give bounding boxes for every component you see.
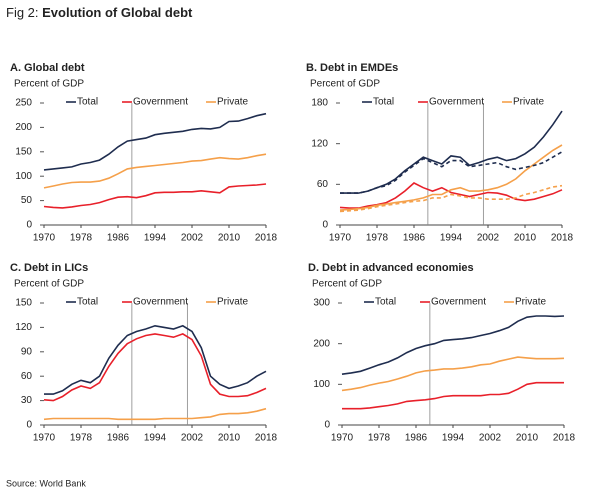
series-line <box>43 153 267 189</box>
x-tick-label: 2010 <box>514 233 537 244</box>
y-axis-label: Percent of GDP <box>14 79 84 90</box>
legend-label: Private <box>513 97 545 108</box>
legend-label: Government <box>431 297 486 308</box>
x-tick-label: 1986 <box>107 233 130 244</box>
y-tick-label: 30 <box>21 395 33 406</box>
panel: A. Global debt Percent of GDP 0 50 100 150 200… <box>10 62 278 244</box>
x-tick-label: 1978 <box>70 233 93 244</box>
y-tick-label: 60 <box>21 371 33 382</box>
x-tick-label: 1978 <box>368 433 391 444</box>
x-tick-label: 1970 <box>329 233 352 244</box>
series-line <box>340 110 563 194</box>
series-line <box>43 407 267 421</box>
legend-label: Total <box>373 97 394 108</box>
x-tick-label: 2002 <box>479 433 502 444</box>
y-tick-label: 90 <box>21 346 33 357</box>
figure-title-text: Evolution of Global debt <box>42 5 193 20</box>
y-tick-label: 100 <box>15 171 32 182</box>
x-tick-label: 1986 <box>405 433 428 444</box>
legend-label: Government <box>133 97 188 108</box>
x-tick-label: 1994 <box>144 433 167 444</box>
series-line <box>43 112 267 171</box>
x-tick-label: 2018 <box>255 433 278 444</box>
panel-title: B. Debt in EMDEs <box>306 62 398 74</box>
x-tick-label: 1986 <box>403 233 426 244</box>
series-line <box>43 183 267 209</box>
y-axis-label: Percent of GDP <box>312 279 382 290</box>
x-tick-label: 1978 <box>366 233 389 244</box>
y-tick-label: 200 <box>313 338 330 349</box>
legend-label: Private <box>515 297 547 308</box>
y-tick-label: 60 <box>317 179 329 190</box>
panel: C. Debt in LICs Percent of GDP 0 30 60 90 120 1… <box>10 262 278 444</box>
panel: B. Debt in EMDEs Percent of GDP 0 60 120 180 1… <box>306 62 574 244</box>
panel-title: C. Debt in LICs <box>10 262 88 274</box>
x-tick-label: 1986 <box>107 433 130 444</box>
x-tick-label: 2018 <box>553 433 576 444</box>
figure-title: Fig 2: Evolution of Global debt <box>6 5 193 20</box>
y-tick-label: 0 <box>324 420 330 431</box>
x-tick-label: 1994 <box>144 233 167 244</box>
legend-label: Total <box>77 297 98 308</box>
panel-title: A. Global debt <box>10 62 85 74</box>
series-line <box>341 315 565 375</box>
figure-prefix: Fig 2: <box>6 5 39 20</box>
x-tick-label: 2010 <box>516 433 539 444</box>
x-tick-label: 2018 <box>551 233 574 244</box>
x-tick-label: 1978 <box>70 433 93 444</box>
x-tick-label: 2002 <box>181 433 204 444</box>
x-tick-label: 1994 <box>440 233 463 244</box>
y-tick-label: 150 <box>15 298 32 309</box>
series-line <box>339 182 563 209</box>
y-tick-label: 250 <box>15 98 32 109</box>
x-tick-label: 1994 <box>442 433 465 444</box>
x-tick-label: 2002 <box>181 233 204 244</box>
y-tick-label: 120 <box>311 138 328 149</box>
source-note: Source: World Bank <box>6 478 86 488</box>
series-line <box>340 151 563 194</box>
x-tick-label: 1970 <box>33 433 56 444</box>
legend-label: Total <box>375 297 396 308</box>
series-line <box>43 333 267 402</box>
series-line <box>339 184 563 213</box>
x-tick-label: 2010 <box>218 233 241 244</box>
legend-label: Total <box>77 97 98 108</box>
y-tick-label: 0 <box>26 220 32 231</box>
y-tick-label: 0 <box>322 220 328 231</box>
y-tick-label: 50 <box>21 195 33 206</box>
y-tick-label: 120 <box>15 322 32 333</box>
y-axis-label: Percent of GDP <box>310 79 380 90</box>
series-line <box>342 381 564 410</box>
panel: D. Debt in advanced economies Percent of … <box>308 262 576 444</box>
y-tick-label: 0 <box>26 420 32 431</box>
series-line <box>339 144 563 211</box>
x-tick-label: 2018 <box>255 233 278 244</box>
legend-label: Government <box>133 297 188 308</box>
series-line <box>44 324 267 395</box>
x-tick-label: 1970 <box>331 433 354 444</box>
y-tick-label: 300 <box>313 298 330 309</box>
y-tick-label: 150 <box>15 146 32 157</box>
x-tick-label: 1970 <box>33 233 56 244</box>
x-tick-label: 2010 <box>218 433 241 444</box>
panel-title: D. Debt in advanced economies <box>308 262 474 274</box>
y-tick-label: 100 <box>313 379 330 390</box>
legend-label: Private <box>217 97 249 108</box>
y-tick-label: 200 <box>15 122 32 133</box>
x-tick-label: 2002 <box>477 233 500 244</box>
legend-label: Private <box>217 297 249 308</box>
y-tick-label: 180 <box>311 98 328 109</box>
legend-label: Government <box>429 97 484 108</box>
y-axis-label: Percent of GDP <box>14 279 84 290</box>
series-line <box>341 356 565 392</box>
